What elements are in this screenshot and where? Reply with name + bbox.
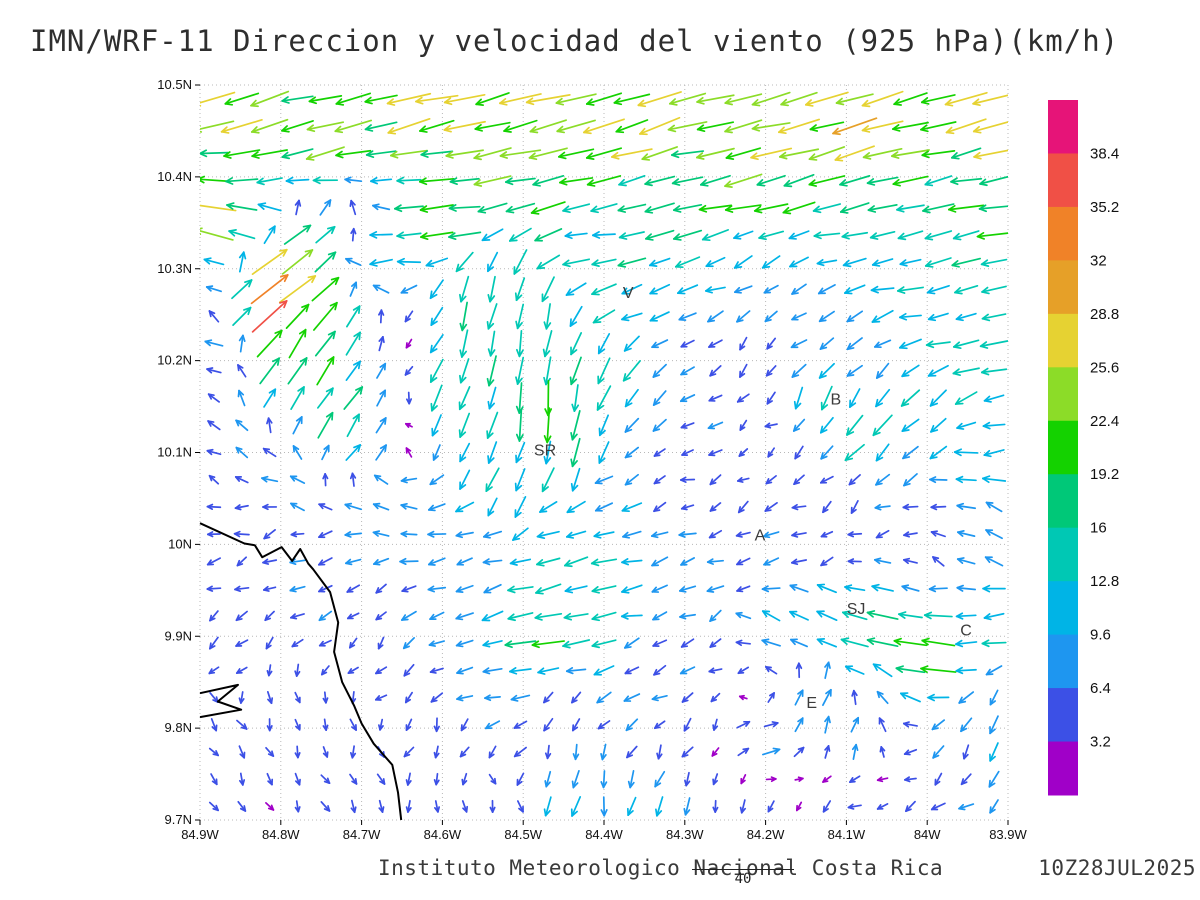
city-label-sj: SJ: [847, 601, 866, 618]
svg-text:35.2: 35.2: [1090, 199, 1119, 216]
svg-text:10.2N: 10.2N: [157, 353, 192, 368]
svg-text:10.4N: 10.4N: [157, 169, 192, 184]
svg-text:84.6W: 84.6W: [424, 827, 462, 842]
x-axis-labels: 84.9W 84.8W 84.7W 84.6W 84.5W 84.4W 84.3W 84.2W…: [181, 820, 1028, 842]
city-label-v: V: [623, 285, 634, 302]
reference-vector: 40: [692, 869, 794, 887]
svg-text:84.8W: 84.8W: [262, 827, 300, 842]
city-label-sr: SR: [534, 442, 556, 459]
svg-text:83.9W: 83.9W: [989, 827, 1027, 842]
colorbar: [1048, 100, 1078, 796]
svg-text:16: 16: [1090, 520, 1107, 537]
svg-text:6.4: 6.4: [1090, 680, 1111, 697]
footer-datetime: 10Z28JUL2025: [1038, 856, 1196, 880]
y-axis-labels: 10.5N 10.4N 10.3N 10.2N 10.1N 10N 9.9N 9.8N 9.7N: [157, 77, 200, 827]
svg-text:9.7N: 9.7N: [165, 812, 192, 827]
svg-text:84.1W: 84.1W: [828, 827, 866, 842]
city-labels: V B SR A SJ C E: [534, 285, 972, 712]
city-label-a: A: [755, 528, 766, 545]
wind-arrows: [200, 90, 1008, 817]
grid-lines: [199, 84, 1009, 821]
svg-text:10.3N: 10.3N: [157, 261, 192, 276]
svg-text:38.4: 38.4: [1090, 145, 1119, 162]
svg-text:19.2: 19.2: [1090, 466, 1119, 483]
footer-credit: Instituto Meteorologico Nacional Costa R…: [378, 856, 944, 880]
svg-text:84.9W: 84.9W: [181, 827, 219, 842]
svg-text:22.4: 22.4: [1090, 413, 1119, 430]
svg-text:9.8N: 9.8N: [165, 720, 192, 735]
svg-text:84.7W: 84.7W: [343, 827, 381, 842]
svg-text:10.1N: 10.1N: [157, 445, 192, 460]
svg-text:12.8: 12.8: [1090, 573, 1119, 590]
svg-text:25.6: 25.6: [1090, 359, 1119, 376]
city-label-b: B: [831, 392, 842, 409]
svg-text:10N: 10N: [168, 536, 192, 551]
footer: Instituto Meteorologico Nacional Costa R…: [378, 856, 1196, 880]
svg-text:84.5W: 84.5W: [504, 827, 542, 842]
coastline: [199, 522, 403, 821]
svg-text:28.8: 28.8: [1090, 306, 1119, 323]
svg-text:9.6: 9.6: [1090, 627, 1111, 644]
svg-text:10.5N: 10.5N: [157, 77, 192, 92]
svg-text:84.2W: 84.2W: [747, 827, 785, 842]
svg-text:84.4W: 84.4W: [585, 827, 623, 842]
city-label-e: E: [806, 695, 817, 712]
svg-text:9.9N: 9.9N: [165, 628, 192, 643]
svg-text:3.2: 3.2: [1090, 734, 1111, 751]
chart-title: IMN/WRF-11 Direccion y velocidad del vie…: [30, 24, 1120, 58]
city-label-c: C: [960, 622, 972, 639]
colorbar-labels: 38.4 35.2 32 28.8 25.6 22.4 19.2 16 12.8 9.6 6.4 3.…: [1090, 145, 1119, 750]
svg-text:84W: 84W: [914, 827, 941, 842]
reference-vector-line: [692, 869, 794, 870]
svg-text:84.3W: 84.3W: [666, 827, 704, 842]
svg-text:32: 32: [1090, 252, 1107, 269]
reference-vector-label: 40: [734, 871, 752, 887]
